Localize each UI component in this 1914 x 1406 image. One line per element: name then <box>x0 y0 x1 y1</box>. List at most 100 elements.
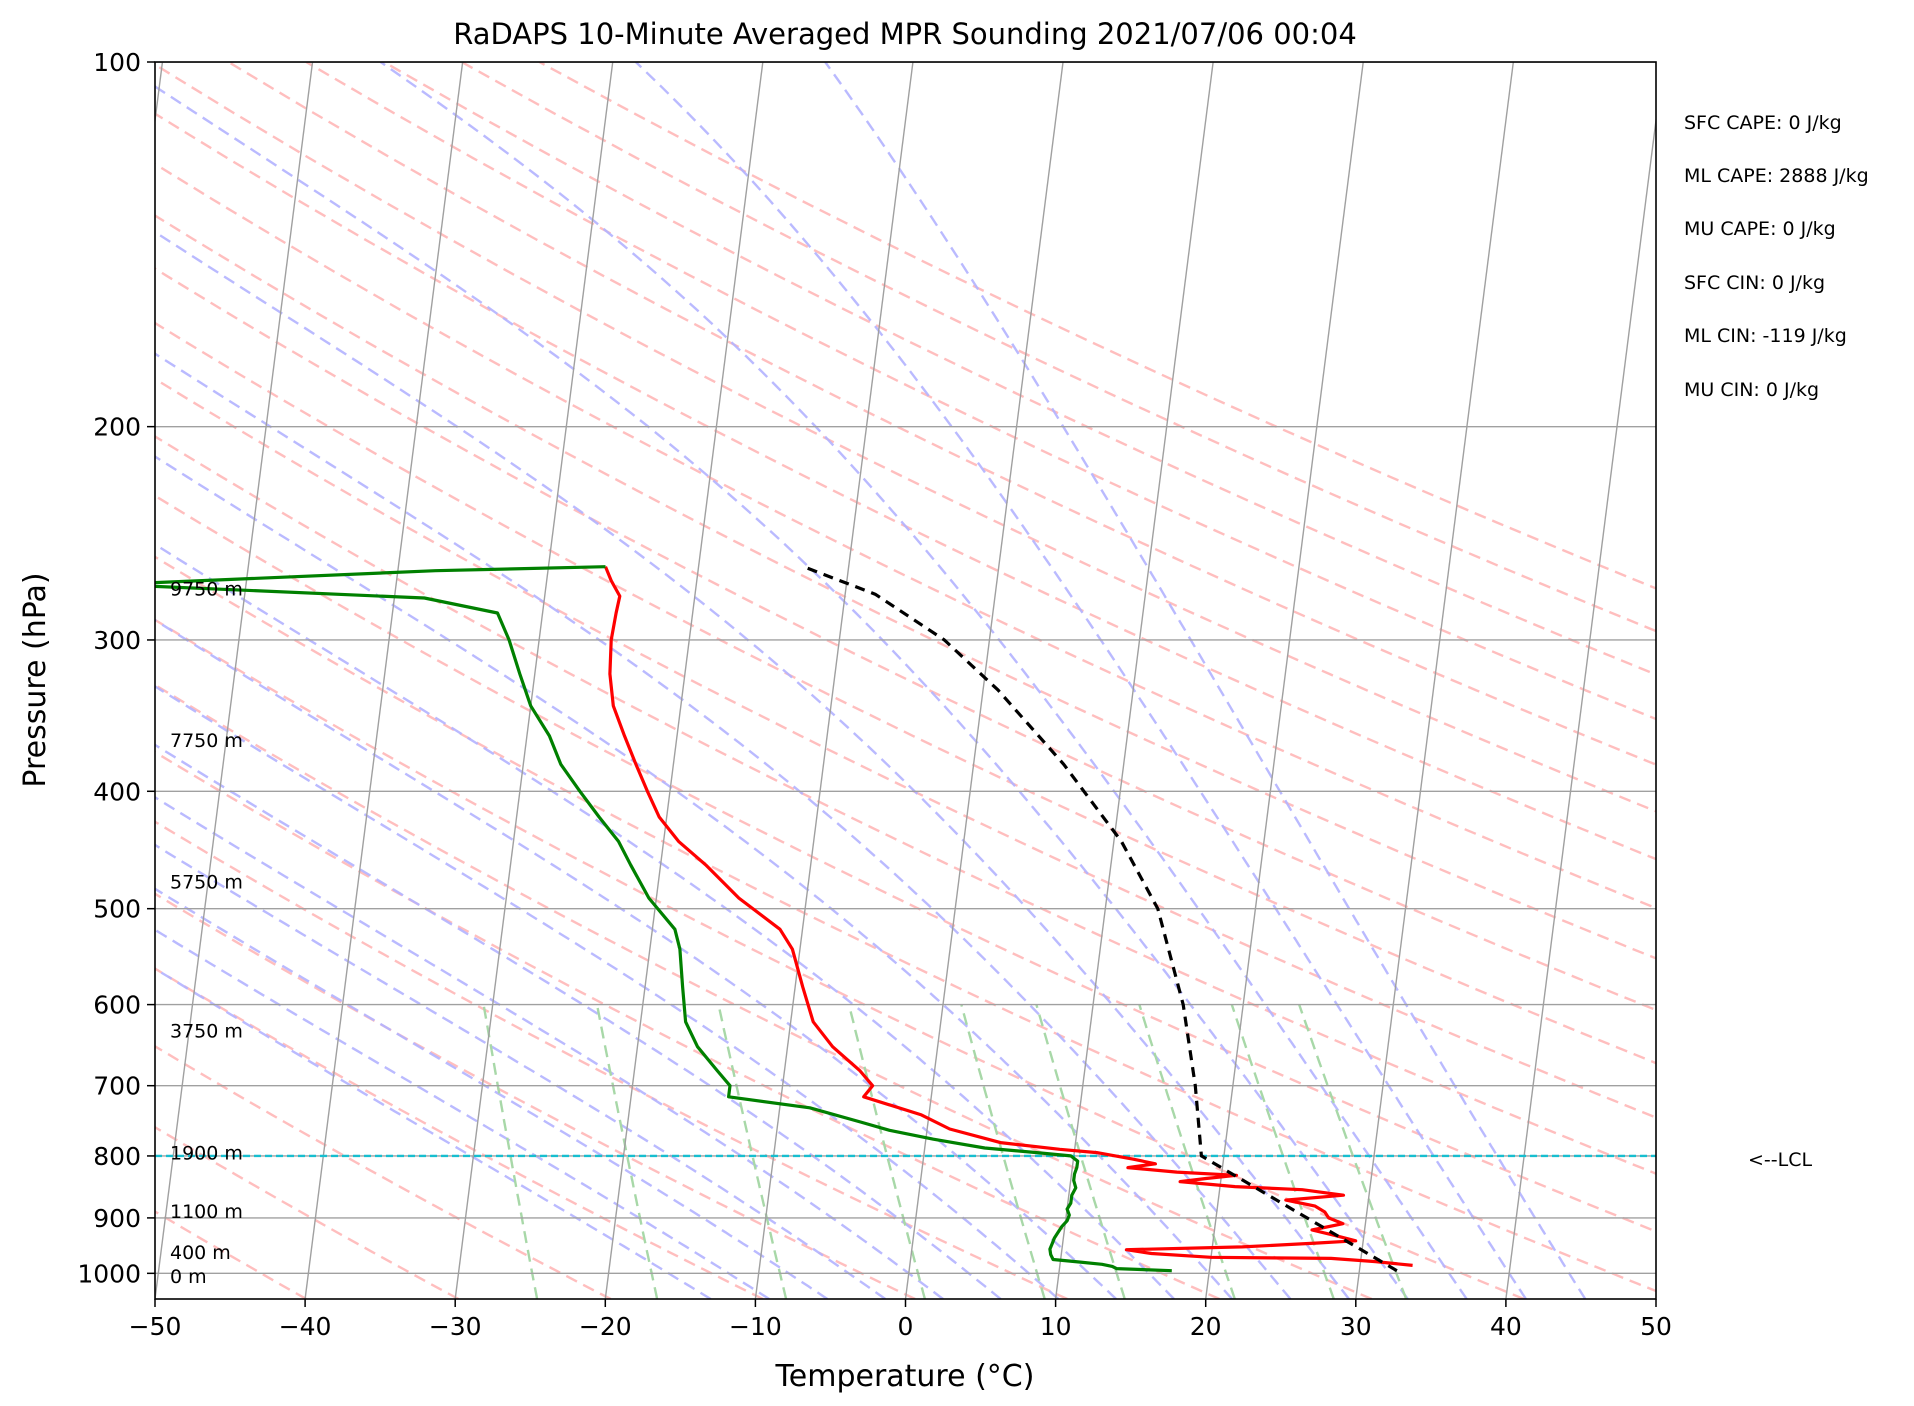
y-tick-label: 100 <box>93 48 141 77</box>
moist-adiabat <box>155 618 1117 1299</box>
mixing-ratio-line <box>1298 1004 1408 1299</box>
isotherm-line <box>904 62 1064 1299</box>
isotherm-line <box>155 62 314 1299</box>
isotherm-line <box>1355 62 1515 1299</box>
moist-adiabat <box>155 455 1234 1299</box>
dry-adiabat <box>155 1210 307 1299</box>
y-tick-label: 800 <box>93 1142 141 1171</box>
temperature-line <box>604 566 1413 1267</box>
index-ml-cape: ML CAPE: 2888 J/kg <box>1684 165 1869 187</box>
mixing-ratio-line <box>595 1004 659 1299</box>
height-label: 1900 m <box>170 1143 243 1165</box>
dry-adiabat <box>383 62 1656 676</box>
x-axis-ticks: −50 −40 −30 −20 −10 0 10 20 30 40 50 <box>129 1299 1672 1341</box>
chart-title: RaDAPS 10-Minute Averaged MPR Sounding 2… <box>453 17 1357 51</box>
isotherm-line <box>454 62 614 1299</box>
moist-adiabat <box>155 743 1002 1299</box>
moist-adiabat <box>379 62 1468 1299</box>
dry-adiabat <box>155 162 1656 910</box>
plot-frame <box>154 61 1657 1300</box>
index-sfc-cin: SFC CIN: 0 J/kg <box>1684 272 1825 294</box>
moist-adiabat <box>155 542 1175 1299</box>
moist-adiabat <box>634 62 1527 1299</box>
dry-adiabat <box>155 555 1656 1293</box>
dry-adiabat <box>538 62 1656 590</box>
dry-adiabat <box>155 1125 460 1299</box>
x-axis-label: Temperature (°C) <box>775 1359 1035 1394</box>
y-tick-label: 600 <box>93 991 141 1020</box>
dry-adiabat <box>155 377 1656 1119</box>
dewpoint-line <box>155 565 1172 1273</box>
dry-adiabat <box>155 967 764 1299</box>
x-tick-label: 10 <box>1040 1312 1072 1341</box>
mixing-ratio-line <box>960 1004 1046 1299</box>
mixing-ratio-line <box>1035 1004 1126 1299</box>
lcl-label: <--LCL <box>1748 1149 1812 1171</box>
y-tick-label: 700 <box>93 1072 141 1101</box>
index-sfc-cape: SFC CAPE: 0 J/kg <box>1684 112 1842 134</box>
height-label: 5750 m <box>170 872 243 894</box>
index-ml-cin: ML CIN: -119 J/kg <box>1684 325 1847 347</box>
x-tick-label: 30 <box>1340 1312 1372 1341</box>
x-tick-label: 20 <box>1190 1312 1222 1341</box>
moist-adiabat <box>155 843 886 1299</box>
moist-adiabat <box>155 85 1409 1299</box>
isotherm-line <box>0 62 12 1299</box>
y-axis-ticks: 100 200 300 400 500 600 700 800 900 1000 <box>77 48 155 1288</box>
dry-adiabat <box>305 62 1656 721</box>
x-tick-label: 50 <box>1640 1312 1672 1341</box>
dry-adiabat <box>155 820 1068 1299</box>
isotherm-line <box>1655 1293 1656 1299</box>
y-axis-label: Pressure (hPa) <box>18 572 53 787</box>
x-tick-label: −10 <box>729 1312 782 1341</box>
isotherm-line <box>1505 114 1656 1299</box>
moist-adiabat <box>155 967 712 1299</box>
moist-adiabat <box>155 795 944 1299</box>
y-tick-label: 200 <box>93 413 141 442</box>
moist-adiabat <box>824 62 1587 1299</box>
y-tick-label: 900 <box>93 1204 141 1233</box>
isotherm-line <box>1205 62 1364 1299</box>
x-tick-label: 40 <box>1490 1312 1522 1341</box>
x-tick-label: −50 <box>129 1312 182 1341</box>
moist-adiabat <box>155 352 1292 1299</box>
dry-adiabat <box>155 267 1656 1012</box>
series-lines <box>155 565 1656 1273</box>
dry-adiabat <box>155 63 1656 813</box>
y-tick-label: 1000 <box>77 1259 141 1288</box>
height-label: 7750 m <box>170 730 243 752</box>
dry-adiabat <box>155 1044 612 1299</box>
y-tick-label: 500 <box>93 895 141 924</box>
background-guide-lines <box>155 62 1656 1299</box>
mixing-ratio-line <box>847 1004 927 1299</box>
moist-adiabat <box>155 230 1350 1299</box>
dry-adiabat <box>155 435 1656 1175</box>
x-tick-label: 0 <box>898 1312 914 1341</box>
height-labels: 9750 m 7750 m 5750 m 3750 m 1900 m 1100 m 400 … <box>170 578 243 1288</box>
height-label: 9750 m <box>170 578 243 600</box>
stability-indices: SFC CAPE: 0 J/kg ML CAPE: 2888 J/kg MU C… <box>1684 112 1869 401</box>
moist-adiabat <box>155 887 829 1299</box>
dry-adiabat <box>155 892 916 1299</box>
height-label: 3750 m <box>170 1020 243 1042</box>
isotherm-line <box>604 62 764 1299</box>
isotherm-line <box>754 62 914 1299</box>
mixing-ratio-line <box>717 1004 788 1299</box>
parcel-path-line <box>803 565 1398 1273</box>
index-mu-cin: MU CIN: 0 J/kg <box>1684 379 1819 401</box>
dry-adiabat <box>155 683 1373 1299</box>
grid-lines <box>0 62 1656 1299</box>
dry-adiabat <box>227 62 1656 766</box>
height-label: 0 m <box>170 1266 207 1288</box>
height-label: 1100 m <box>170 1201 243 1223</box>
x-tick-label: −40 <box>279 1312 332 1341</box>
isotherm-line <box>1054 62 1214 1299</box>
dry-adiabat <box>155 618 1525 1299</box>
mixing-ratio-line <box>482 1004 539 1299</box>
isotherm-line <box>304 62 464 1299</box>
dry-adiabat <box>155 321 1656 1065</box>
x-tick-label: −30 <box>429 1312 482 1341</box>
mixing-ratio-line <box>1230 1004 1335 1299</box>
